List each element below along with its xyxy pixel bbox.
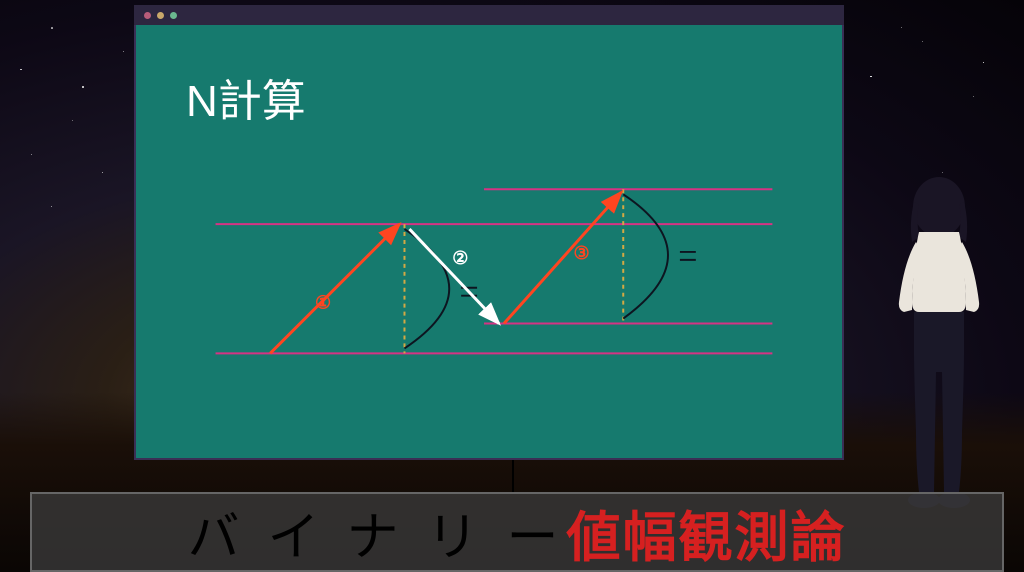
window-titlebar [134, 5, 844, 25]
svg-text:①: ① [315, 293, 331, 313]
presentation-board: N計算 ①②③ [134, 5, 844, 460]
svg-text:③: ③ [574, 243, 590, 263]
window-dot [157, 12, 164, 19]
window-dot [170, 12, 177, 19]
caption-text-1: バイナリー [188, 495, 587, 570]
bottom-caption-bar: バイナリー 値幅観測論 [30, 492, 1004, 572]
board-content: N計算 ①②③ [134, 25, 844, 460]
svg-text:②: ② [452, 248, 468, 268]
window-dot [144, 12, 151, 19]
caption-text-2: 値幅観測論 [566, 493, 846, 572]
n-calculation-diagram: ① ② ③ [136, 25, 842, 458]
person-illustration [864, 172, 1004, 512]
